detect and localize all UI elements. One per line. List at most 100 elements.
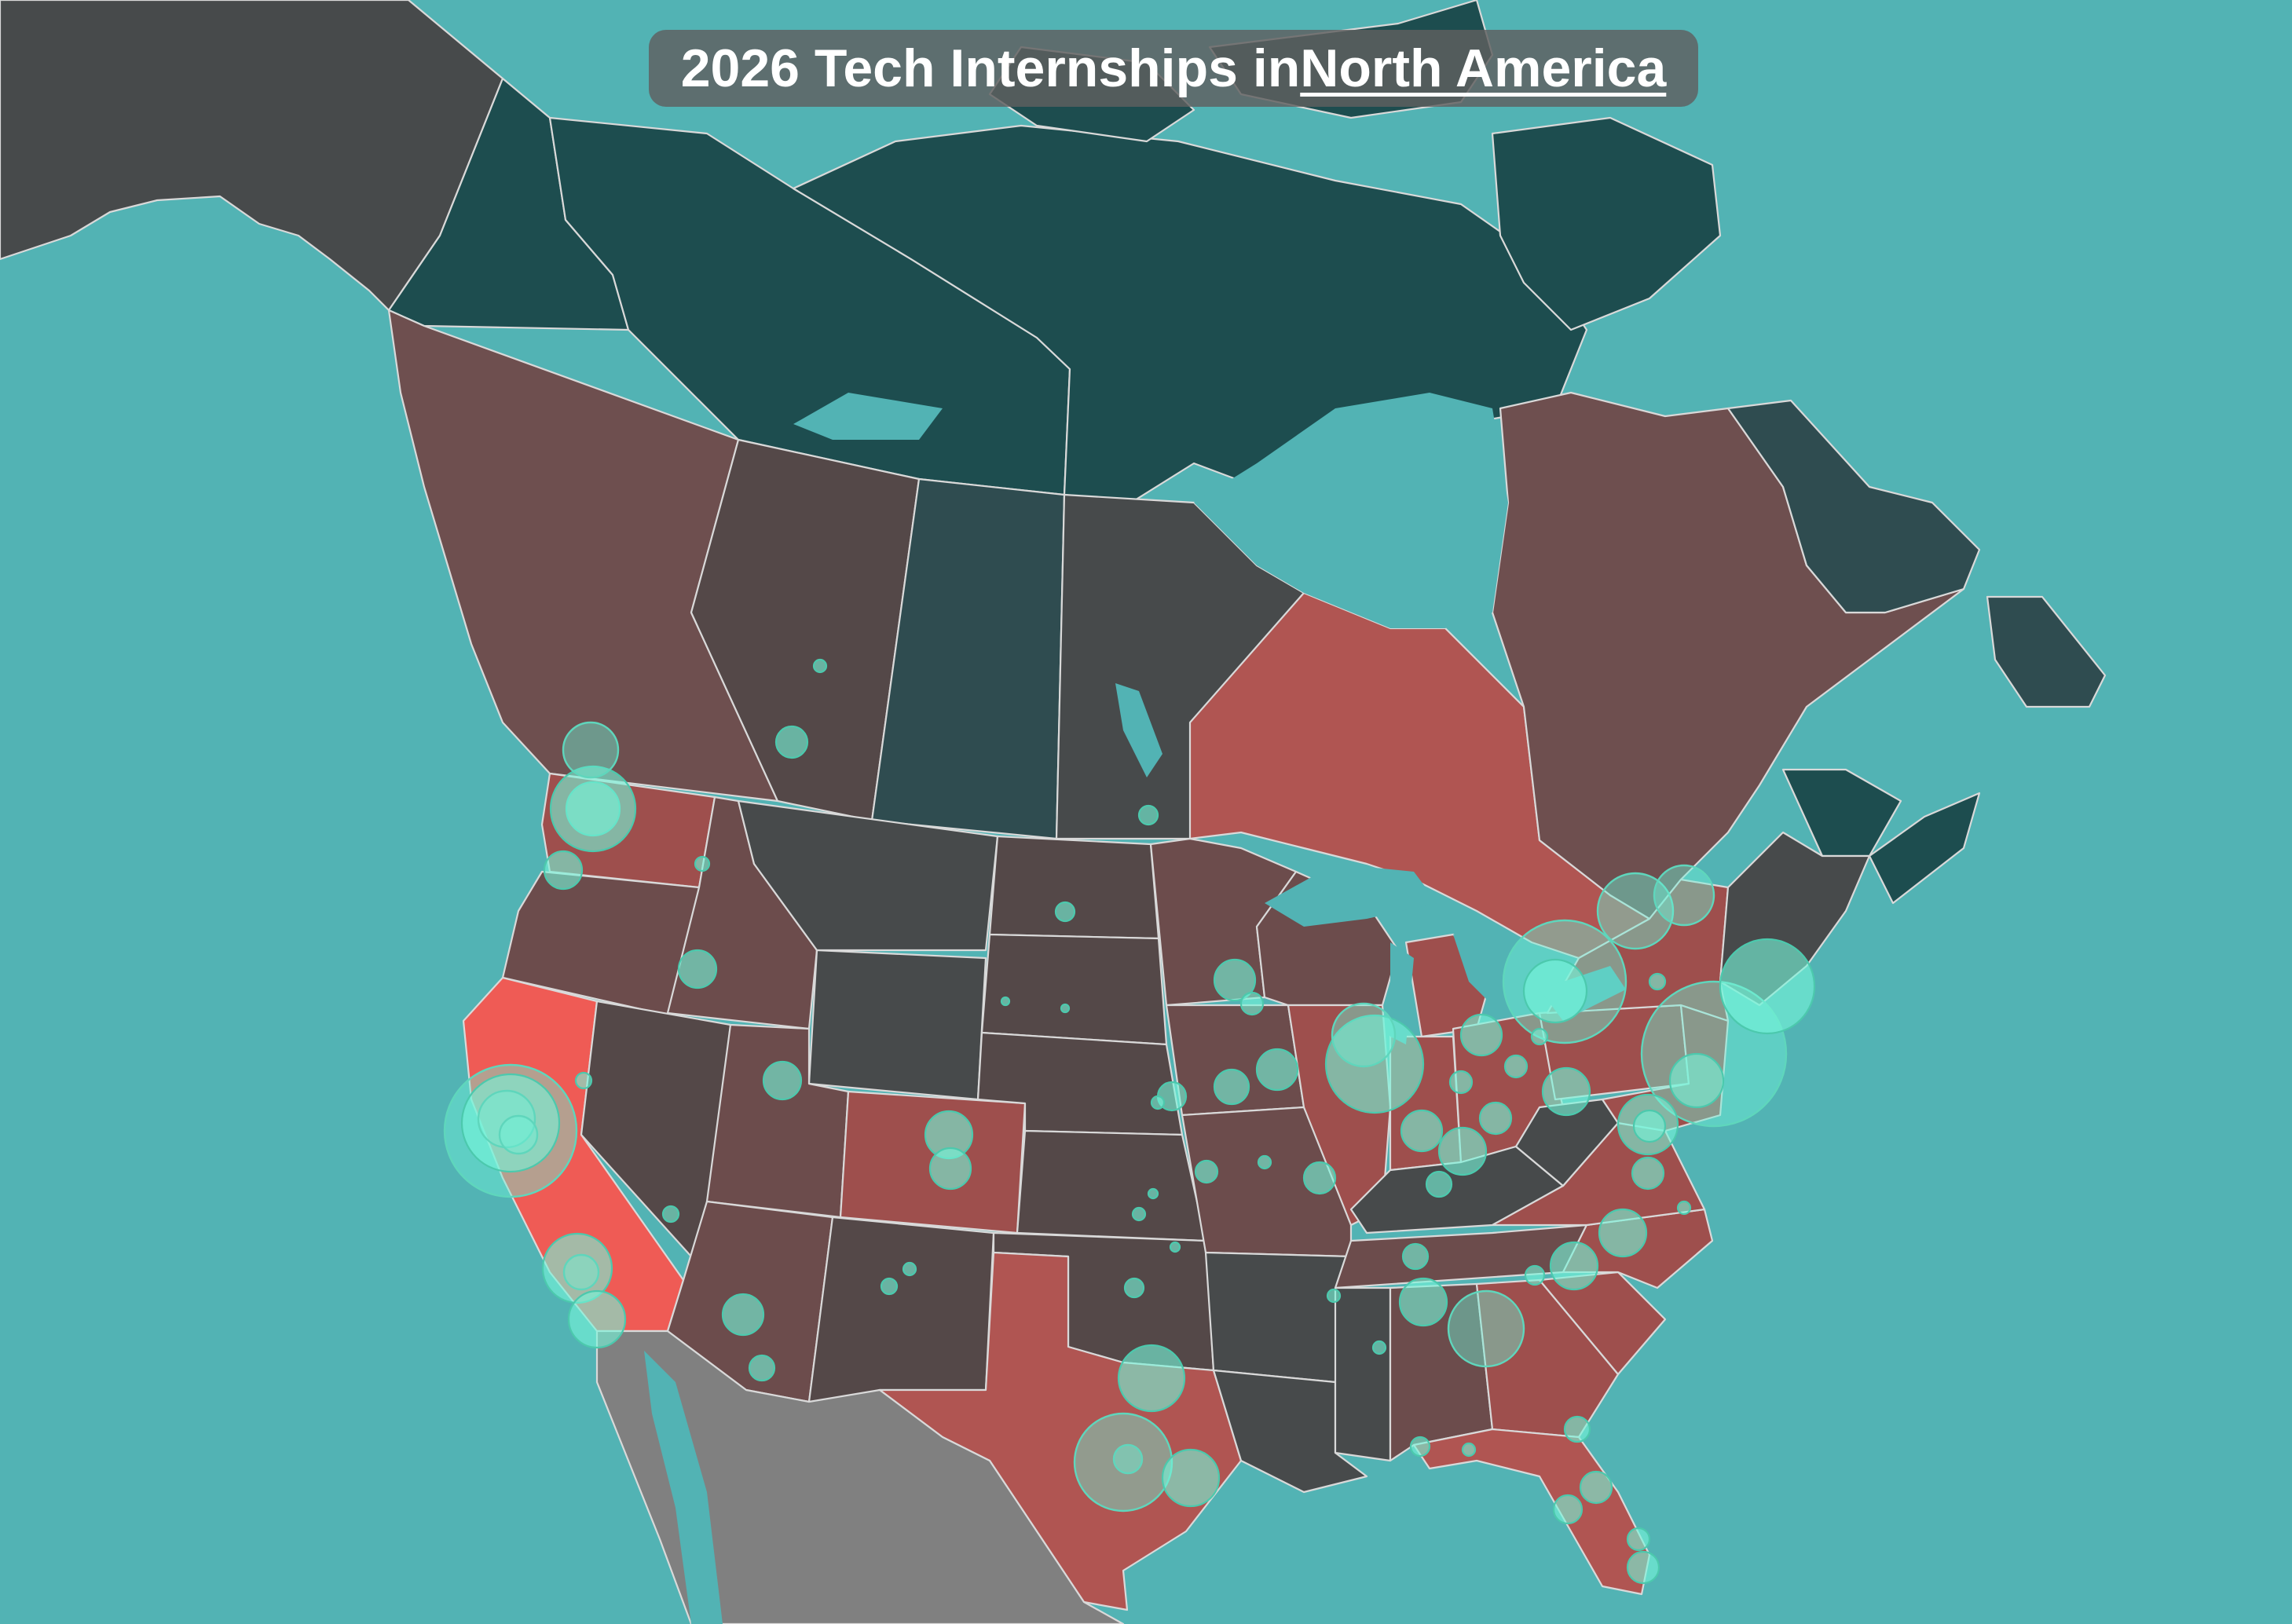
internship-location-bubble[interactable] bbox=[1719, 938, 1816, 1035]
internship-location-bubble[interactable] bbox=[1239, 991, 1265, 1016]
region-wyoming[interactable] bbox=[807, 949, 987, 1101]
region-new-mexico[interactable] bbox=[807, 1216, 995, 1403]
internship-location-bubble[interactable] bbox=[1530, 1027, 1549, 1046]
internship-location-bubble[interactable] bbox=[1060, 1003, 1071, 1014]
internship-location-bubble[interactable] bbox=[1563, 1415, 1591, 1443]
lake-superior bbox=[1265, 864, 1437, 927]
internship-location-bubble[interactable] bbox=[1648, 972, 1667, 991]
internship-location-bubble[interactable] bbox=[1447, 1289, 1525, 1368]
internship-location-bubble[interactable] bbox=[1461, 1442, 1477, 1458]
region-mexico[interactable] bbox=[595, 1330, 1125, 1624]
internship-location-bubble[interactable] bbox=[1522, 958, 1588, 1024]
internship-location-bubble[interactable] bbox=[1549, 1241, 1599, 1291]
internship-location-bubble[interactable] bbox=[1123, 1277, 1145, 1299]
region-florida[interactable] bbox=[1412, 1428, 1651, 1596]
internship-location-bubble[interactable] bbox=[1131, 1206, 1147, 1222]
internship-location-bubble[interactable] bbox=[567, 1289, 627, 1349]
internship-location-bubble[interactable] bbox=[562, 1253, 600, 1291]
region-baffin-island[interactable] bbox=[1491, 116, 1722, 331]
region-oregon[interactable] bbox=[501, 870, 701, 1019]
gulf-of-california bbox=[644, 1351, 723, 1624]
internship-location-bubble[interactable] bbox=[1459, 1013, 1503, 1057]
internship-location-bubble[interactable] bbox=[1137, 804, 1159, 826]
internship-location-bubble[interactable] bbox=[677, 949, 718, 989]
map-title-prefix: 2026 Tech Internships in bbox=[680, 38, 1301, 98]
region-alberta[interactable] bbox=[690, 438, 921, 822]
internship-location-bubble[interactable] bbox=[1161, 1448, 1221, 1508]
internship-location-bubble[interactable] bbox=[1398, 1277, 1448, 1327]
internship-location-bubble[interactable] bbox=[1632, 1109, 1667, 1143]
internship-location-bubble[interactable] bbox=[928, 1147, 972, 1191]
internship-location-bubble[interactable] bbox=[880, 1277, 899, 1296]
internship-location-bubble[interactable] bbox=[721, 1293, 765, 1337]
region-north-dakota[interactable] bbox=[988, 835, 1160, 940]
internship-location-bubble[interactable] bbox=[574, 1071, 593, 1090]
internship-location-bubble[interactable] bbox=[1668, 1052, 1725, 1109]
internship-location-bubble[interactable] bbox=[1579, 1470, 1613, 1505]
internship-location-bubble[interactable] bbox=[1213, 1068, 1250, 1106]
map-title: 2026 Tech Internships in North America bbox=[649, 30, 1698, 107]
internship-location-bubble[interactable] bbox=[1000, 996, 1011, 1007]
internship-location-bubble[interactable] bbox=[1541, 1066, 1591, 1117]
internship-location-bubble[interactable] bbox=[498, 1114, 539, 1155]
internship-location-bubble[interactable] bbox=[1194, 1159, 1219, 1184]
region-new-brunswick[interactable] bbox=[1781, 768, 1902, 858]
internship-location-bubble[interactable] bbox=[1437, 1126, 1488, 1176]
region-mississippi[interactable] bbox=[1334, 1286, 1392, 1462]
hudson-bay bbox=[1194, 393, 1508, 628]
internship-location-bubble[interactable] bbox=[1503, 1054, 1529, 1079]
internship-location-bubble[interactable] bbox=[1626, 1550, 1660, 1585]
region-labrador[interactable] bbox=[1726, 399, 1981, 614]
internship-location-bubble[interactable] bbox=[1598, 1208, 1648, 1258]
internship-location-bubble[interactable] bbox=[1054, 901, 1076, 923]
internship-location-bubble[interactable] bbox=[1524, 1264, 1546, 1286]
region-montana[interactable] bbox=[737, 799, 999, 952]
internship-location-bubble[interactable] bbox=[562, 721, 620, 779]
internship-location-bubble[interactable] bbox=[902, 1261, 917, 1277]
internship-location-bubble[interactable] bbox=[661, 1205, 680, 1223]
internship-location-bubble[interactable] bbox=[1448, 1070, 1474, 1095]
internship-location-bubble[interactable] bbox=[1169, 1241, 1181, 1253]
internship-location-bubble[interactable] bbox=[762, 1060, 803, 1101]
internship-location-bubble[interactable] bbox=[1112, 1443, 1144, 1475]
internship-location-bubble[interactable] bbox=[1331, 1002, 1397, 1068]
internship-location-bubble[interactable] bbox=[812, 658, 828, 674]
internship-location-bubble[interactable] bbox=[1150, 1095, 1166, 1110]
internship-location-bubble[interactable] bbox=[1478, 1101, 1513, 1136]
region-west-virginia[interactable] bbox=[1514, 1098, 1620, 1187]
region-kansas[interactable] bbox=[1016, 1129, 1207, 1242]
internship-location-bubble[interactable] bbox=[1371, 1340, 1387, 1355]
internship-location-bubble[interactable] bbox=[694, 855, 711, 872]
internship-location-bubble[interactable] bbox=[1257, 1154, 1272, 1170]
internship-location-bubble[interactable] bbox=[1676, 1200, 1692, 1216]
internship-location-bubble[interactable] bbox=[1425, 1170, 1453, 1198]
internship-location-bubble[interactable] bbox=[774, 725, 809, 759]
internship-location-bubble[interactable] bbox=[1653, 864, 1715, 927]
map-title-link[interactable]: North America bbox=[1300, 38, 1667, 98]
internship-location-bubble[interactable] bbox=[1401, 1242, 1430, 1271]
internship-location-bubble[interactable] bbox=[1631, 1156, 1665, 1191]
internship-location-bubble[interactable] bbox=[1326, 1288, 1342, 1304]
region-nova-scotia[interactable] bbox=[1868, 792, 1981, 905]
lake-winnipeg bbox=[1115, 683, 1162, 777]
region-arkansas[interactable] bbox=[1204, 1251, 1353, 1384]
region-newfoundland[interactable] bbox=[1986, 595, 2107, 708]
internship-location-bubble[interactable] bbox=[1409, 1436, 1431, 1458]
internship-location-bubble[interactable] bbox=[549, 765, 637, 853]
internship-location-bubble[interactable] bbox=[1213, 958, 1257, 1002]
internship-location-bubble[interactable] bbox=[1147, 1187, 1159, 1200]
internship-location-bubble[interactable] bbox=[1552, 1494, 1584, 1525]
internship-location-bubble[interactable] bbox=[543, 850, 584, 891]
internship-location-bubble[interactable] bbox=[748, 1354, 776, 1382]
region-south-dakota[interactable] bbox=[980, 933, 1168, 1046]
internship-location-bubble[interactable] bbox=[1255, 1048, 1299, 1092]
internship-location-bubble[interactable] bbox=[1400, 1109, 1444, 1153]
internship-location-bubble[interactable] bbox=[1302, 1161, 1337, 1195]
internship-location-bubble[interactable] bbox=[1626, 1527, 1651, 1552]
lake-michigan bbox=[1390, 942, 1414, 1044]
region-british-columbia[interactable] bbox=[387, 309, 779, 803]
internship-location-bubble[interactable] bbox=[1117, 1344, 1186, 1413]
region-missouri[interactable] bbox=[1181, 1106, 1353, 1258]
